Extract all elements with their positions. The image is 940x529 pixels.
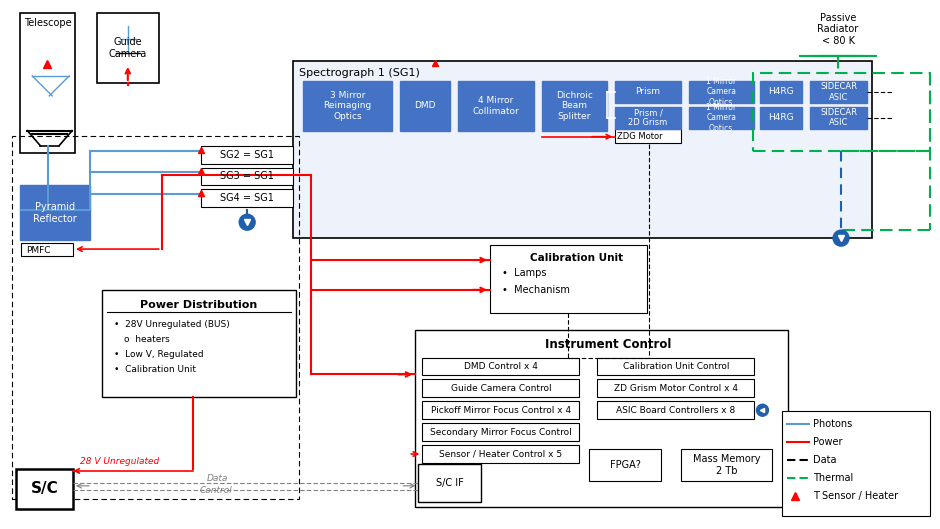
Text: Dichroic
Beam
Splitter: Dichroic Beam Splitter [556, 91, 593, 121]
Bar [810, 81, 867, 103]
Bar [16, 469, 73, 509]
Text: 4 Mirror
Collimator: 4 Mirror Collimator [473, 96, 519, 115]
Bar [400, 81, 450, 131]
Bar [422, 423, 579, 441]
Bar [22, 243, 73, 256]
Text: 1 Mirror
Camera
Optics: 1 Mirror Camera Optics [706, 77, 736, 107]
Text: 1 Mirror
Camera
Optics: 1 Mirror Camera Optics [706, 103, 736, 133]
Bar [597, 402, 755, 419]
Text: Guide Camera Control: Guide Camera Control [450, 384, 551, 393]
Circle shape [757, 404, 768, 416]
Text: DMD Control x 4: DMD Control x 4 [464, 362, 538, 371]
Bar [597, 379, 755, 397]
Text: •  28V Unregulated (BUS): • 28V Unregulated (BUS) [114, 320, 229, 329]
Bar [616, 81, 681, 103]
Text: Power: Power [813, 437, 842, 447]
Text: Calibration Unit Control: Calibration Unit Control [622, 362, 729, 371]
Text: SIDECAR
ASIC: SIDECAR ASIC [820, 108, 857, 127]
Bar [458, 81, 534, 131]
Bar [616, 129, 681, 143]
Bar [422, 358, 579, 376]
Text: SIDECAR
ASIC: SIDECAR ASIC [820, 82, 857, 102]
Text: Secondary Mirror Focus Control: Secondary Mirror Focus Control [430, 427, 572, 436]
Text: Pickoff Mirror Focus Control x 4: Pickoff Mirror Focus Control x 4 [431, 406, 571, 415]
Text: SG4 = SG1: SG4 = SG1 [220, 193, 274, 203]
Bar [422, 379, 579, 397]
Bar [689, 81, 754, 103]
Text: •  Lamps: • Lamps [502, 268, 546, 278]
Text: Telescope: Telescope [24, 19, 72, 28]
Bar [293, 61, 872, 238]
Text: Guide
Camera: Guide Camera [109, 38, 147, 59]
Text: Photons: Photons [813, 419, 853, 429]
Bar [681, 449, 773, 481]
Text: •  Mechanism: • Mechanism [502, 285, 570, 295]
Bar [97, 13, 159, 83]
Bar [12, 135, 299, 499]
Text: T Sensor / Heater: T Sensor / Heater [813, 491, 899, 501]
Text: Prism /
2D Grism: Prism / 2D Grism [629, 108, 667, 127]
Bar [753, 73, 930, 151]
Text: Thermal: Thermal [813, 473, 854, 483]
Text: ASIC Board Controllers x 8: ASIC Board Controllers x 8 [617, 406, 735, 415]
Text: FPGA?: FPGA? [610, 460, 641, 470]
Text: Data: Data [207, 475, 227, 484]
Text: S/C IF: S/C IF [436, 478, 463, 488]
Text: PMFC: PMFC [26, 245, 51, 254]
Circle shape [239, 214, 255, 230]
Text: DMD: DMD [415, 102, 436, 111]
Bar [760, 81, 802, 103]
Text: Mass Memory
2 Tb: Mass Memory 2 Tb [693, 454, 760, 476]
Bar [541, 81, 607, 131]
Text: H4RG: H4RG [769, 87, 794, 96]
Text: Spectrograph 1 (SG1): Spectrograph 1 (SG1) [299, 68, 420, 78]
Text: o  heaters: o heaters [124, 335, 169, 344]
Bar [303, 81, 392, 131]
Text: SG3 = SG1: SG3 = SG1 [220, 171, 274, 181]
Text: Passive
Radiator
< 80 K: Passive Radiator < 80 K [818, 13, 858, 46]
Bar [102, 290, 296, 397]
Text: •  Calibration Unit: • Calibration Unit [114, 365, 196, 374]
Text: Sensor / Heater Control x 5: Sensor / Heater Control x 5 [439, 450, 562, 459]
Bar [201, 145, 293, 163]
Text: Control: Control [199, 486, 232, 495]
Text: Instrument Control: Instrument Control [544, 338, 671, 351]
Text: 28 V Unregulated: 28 V Unregulated [80, 458, 159, 467]
Bar [415, 330, 789, 507]
Text: ZDG Motor: ZDG Motor [618, 132, 663, 141]
Bar [616, 107, 681, 129]
Bar [689, 107, 754, 129]
Text: Calibration Unit: Calibration Unit [529, 253, 623, 263]
Text: ZD Grism Motor Control x 4: ZD Grism Motor Control x 4 [614, 384, 738, 393]
Bar [21, 13, 75, 152]
Bar [597, 358, 755, 376]
Bar [21, 186, 90, 240]
Bar [422, 402, 579, 419]
Text: •  Low V, Regulated: • Low V, Regulated [114, 350, 203, 359]
Text: 3 Mirror
Reimaging
Optics: 3 Mirror Reimaging Optics [323, 91, 372, 121]
Text: H4RG: H4RG [769, 113, 794, 122]
Bar [760, 107, 802, 129]
Bar [589, 449, 661, 481]
Text: Data: Data [813, 455, 837, 465]
Bar [782, 411, 930, 516]
Text: SG2 = SG1: SG2 = SG1 [220, 150, 274, 160]
Text: Pyramid
Reflector: Pyramid Reflector [33, 202, 77, 224]
Bar [201, 168, 293, 186]
Text: Power Distribution: Power Distribution [140, 300, 257, 310]
Bar [490, 245, 647, 313]
Circle shape [833, 230, 849, 246]
Bar [422, 445, 579, 463]
Bar [810, 107, 867, 129]
Bar [201, 189, 293, 207]
Text: S/C: S/C [31, 481, 58, 496]
Bar [418, 464, 481, 501]
Text: Prism: Prism [635, 87, 661, 96]
